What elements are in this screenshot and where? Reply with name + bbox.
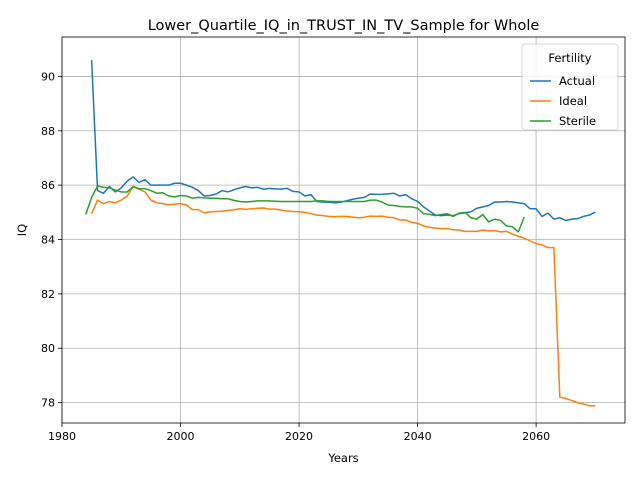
- series-line-ideal: [90, 185, 596, 407]
- grid-lines: [61, 37, 625, 423]
- legend-box: [521, 43, 619, 131]
- x-tick-label: 2060: [522, 430, 550, 443]
- y-tick-label: 78: [41, 397, 55, 410]
- y-tick-label: 84: [41, 234, 55, 247]
- plot-frame: [61, 36, 626, 424]
- legend-label-ideal: Ideal: [559, 94, 587, 108]
- y-tick-label: 86: [41, 179, 55, 192]
- y-tick-label: 88: [41, 125, 55, 138]
- x-axis-label: Years: [327, 451, 358, 465]
- series-line-sterile: [85, 185, 525, 233]
- legend-label-actual: Actual: [559, 74, 595, 88]
- series-lines: [85, 60, 596, 407]
- y-tick-label: 90: [41, 70, 55, 83]
- legend-entries: Actual Ideal Sterile: [530, 74, 596, 128]
- y-tick-label: 82: [41, 288, 55, 301]
- legend-title: Fertility: [548, 51, 591, 65]
- x-tick-label: 1980: [48, 430, 76, 443]
- legend-label-sterile: Sterile: [559, 114, 596, 128]
- x-tick-label: 2000: [167, 430, 195, 443]
- y-axis-label: IQ: [15, 224, 29, 236]
- legend: Fertility Actual Ideal Sterile: [521, 43, 619, 131]
- x-tick-label: 2020: [285, 430, 313, 443]
- y-tick-label: 80: [41, 342, 55, 355]
- axis-ticks: 1980 2000 2020 2040 2060 78 80 82 84 86 88 90: [41, 70, 550, 443]
- x-tick-label: 2040: [404, 430, 432, 443]
- chart-title: Lower_Quartile_IQ_in_TRUST_IN_TV_Sample …: [148, 18, 540, 34]
